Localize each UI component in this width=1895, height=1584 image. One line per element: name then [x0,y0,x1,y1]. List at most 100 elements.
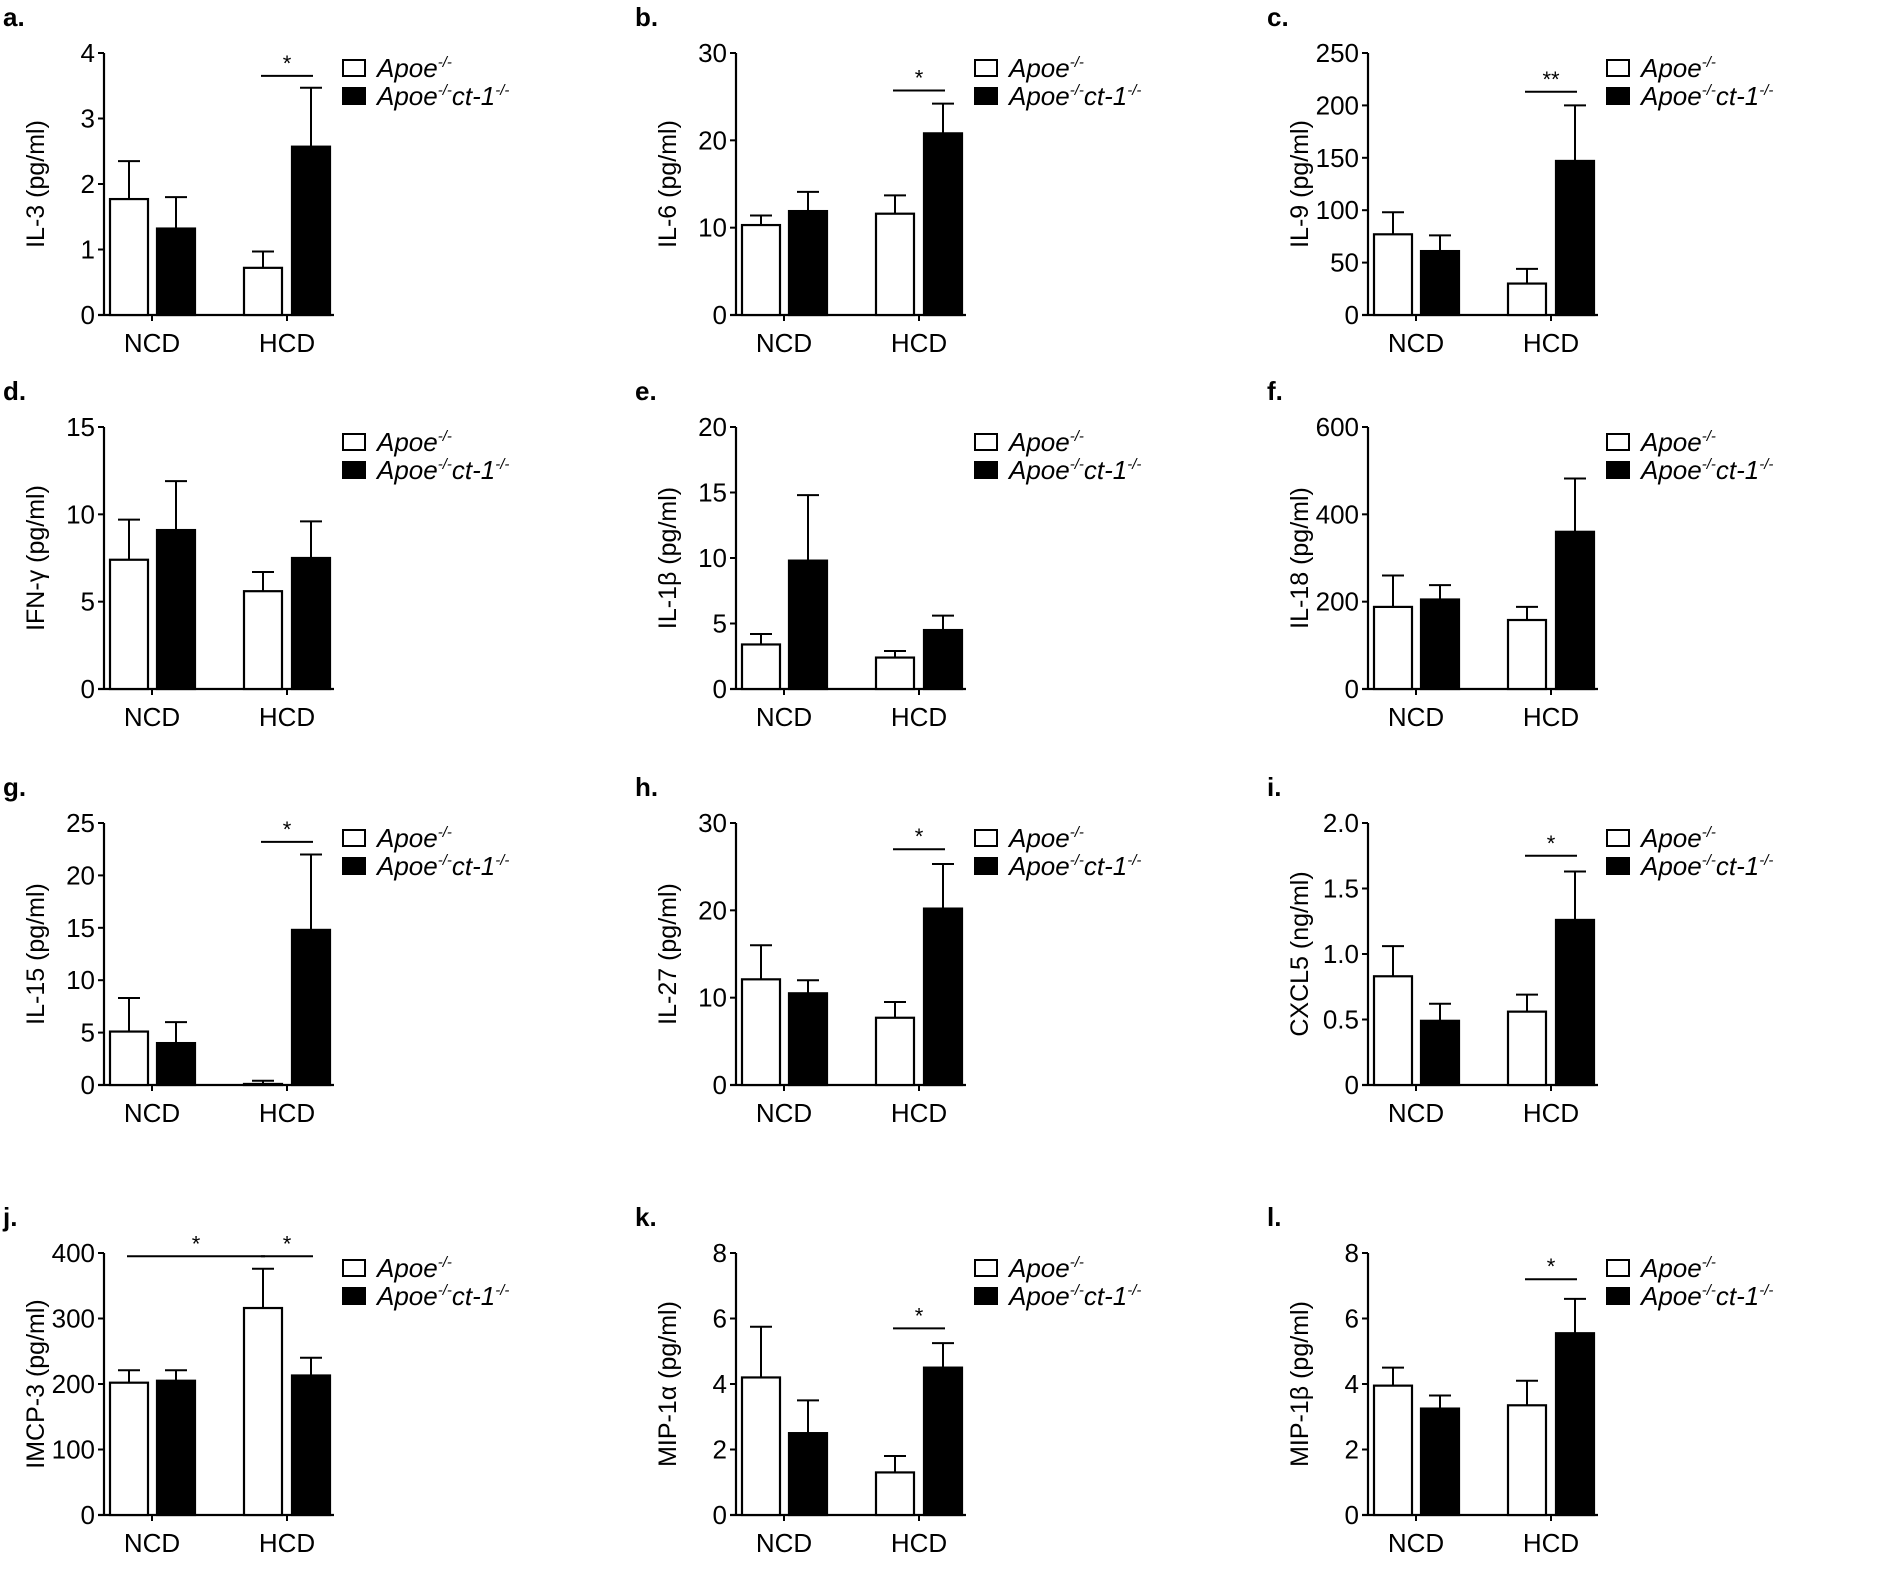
chart-panel-f: f. IL-18 (pg/ml) 0 200 400 600 NCD HCD Apoe-/- Ap… [1264,374,1895,758]
bar-ncd-series1 [108,558,150,691]
panel-label: h. [635,772,658,802]
legend-swatch [974,857,998,875]
significance-marker: * [283,817,292,842]
chart-panel-a: a. IL-3 (pg/ml) 0 1 2 3 4 NCD HCD * Apoe-/- Apoe-/-… [0,0,632,384]
chart-panel-c: c. IL-9 (pg/ml) 0 50 100 150 200 250 NCD HCD ** Apo… [1264,0,1895,384]
bar-ncd-series2 [1419,1407,1461,1517]
y-tick-label: 4 [1345,1369,1359,1399]
panel-label: d. [3,376,26,406]
bar-hcd-series1 [874,1016,916,1087]
legend-text: Apoe [375,53,438,83]
legend-superscript: -/- [1070,54,1084,71]
significance-marker: * [915,1303,924,1328]
x-tick-label: HCD [891,1098,947,1128]
legend-superscript: -/- [1127,82,1141,99]
legend-label: Apoe-/-ct-1-/- [1007,1281,1141,1311]
legend-swatch [1606,461,1630,479]
bar-ncd-series2 [787,992,829,1087]
panel-label: f. [1267,376,1283,406]
y-tick-label: 8 [713,1238,727,1268]
legend-swatch [342,59,366,77]
panel-label: c. [1267,2,1289,32]
legend-text: Apoe [375,851,438,881]
panel-label: l. [1267,1202,1281,1232]
y-tick-label: 400 [1316,499,1359,529]
y-tick-label: 10 [698,543,727,573]
legend-superscript: -/- [1702,456,1716,473]
x-tick-label: NCD [756,1098,812,1128]
legend-superscript: -/- [1702,1282,1716,1299]
legend-superscript: -/- [438,852,452,869]
legend-label: Apoe-/- [1639,1253,1716,1283]
x-tick-label: NCD [756,702,812,732]
legend-label: Apoe-/- [1007,427,1084,457]
y-tick-label: 0 [81,1070,95,1100]
legend-text: Apoe [1639,53,1702,83]
legend-text: Apoe [1639,1281,1702,1311]
panel-label: g. [3,772,26,802]
legend-superscript: -/- [1127,456,1141,473]
legend-text: Apoe [375,427,438,457]
bar-hcd-series2 [1554,159,1596,317]
legend-swatch [974,1259,998,1277]
bar-hcd-series2 [1554,918,1596,1087]
x-tick-label: HCD [259,328,315,358]
bar-hcd-series2 [1554,1332,1596,1517]
y-tick-label: 2 [81,169,95,199]
y-tick-label: 5 [81,587,95,617]
chart-panel-h: h. IL-27 (pg/ml) 0 10 20 30 NCD HCD * Apoe-/- Apoe… [632,770,1264,1154]
legend-label: Apoe-/-ct-1-/- [1639,1281,1773,1311]
y-tick-label: 0 [713,300,727,330]
bar-hcd-series2 [290,145,332,317]
significance-marker: * [1547,1254,1556,1279]
y-axis-label: IL-27 (pg/ml) [654,883,682,1025]
legend-label: Apoe-/-ct-1-/- [1007,455,1141,485]
legend-label: Apoe-/-ct-1-/- [1007,851,1141,881]
y-tick-label: 2 [713,1435,727,1465]
bar-hcd-series2 [1554,530,1596,691]
chart-panel-l: l. MIP-1β (pg/ml) 0 2 4 6 8 NCD HCD * Apoe-/- Apoe-… [1264,1200,1895,1584]
bar-ncd-series1 [740,978,782,1087]
legend-label: Apoe-/-ct-1-/- [1639,851,1773,881]
y-tick-label: 150 [1316,143,1359,173]
chart-panel-b: b. IL-6 (pg/ml) 0 10 20 30 NCD HCD * Apoe-/- Apoe-… [632,0,1264,384]
x-tick-label: HCD [259,702,315,732]
legend-superscript: -/- [1070,852,1084,869]
y-tick-label: 300 [52,1304,95,1334]
legend-swatch [974,87,998,105]
legend-swatch [1606,87,1630,105]
y-tick-label: 50 [1330,248,1359,278]
y-axis-label: CXCL5 (ng/ml) [1286,871,1314,1036]
legend-swatch [974,1287,998,1305]
legend-superscript: -/- [438,82,452,99]
legend-label: Apoe-/- [1007,823,1084,853]
y-tick-label: 250 [1316,38,1359,68]
legend-text: ct-1 [1716,455,1759,485]
bar-ncd-series2 [155,528,197,691]
bar-chart: c. IL-9 (pg/ml) 0 50 100 150 200 250 NCD HCD ** Apo… [1267,2,1773,358]
legend-superscript: -/- [438,54,452,71]
legend-text: Apoe [375,1253,438,1283]
bar-ncd-series1 [1372,605,1414,691]
bar-hcd-series1 [242,590,284,691]
bar-hcd-series2 [290,556,332,691]
y-tick-label: 0 [81,1500,95,1530]
bar-ncd-series2 [155,227,197,317]
bar-chart: j. IMCP-3 (pg/ml) 0 100 200 300 400 NCD HCD * * Apo… [2,1202,509,1558]
legend-swatch [342,1259,366,1277]
legend-text: Apoe [1639,823,1702,853]
legend-label: Apoe-/- [375,53,452,83]
legend-superscript: -/- [1070,1282,1084,1299]
chart-panel-j: j. IMCP-3 (pg/ml) 0 100 200 300 400 NCD HCD * * Apo… [0,1200,632,1584]
chart-panel-i: i. CXCL5 (ng/ml) 0 0.5 1.0 1.5 2.0 NCD HCD * Apoe-… [1264,770,1895,1154]
significance-marker: * [283,1231,292,1256]
bar-ncd-series2 [155,1041,197,1087]
y-tick-label: 2 [1345,1435,1359,1465]
legend-text: Apoe [1007,53,1070,83]
significance-marker: * [192,1231,201,1256]
legend-superscript: -/- [1070,428,1084,445]
